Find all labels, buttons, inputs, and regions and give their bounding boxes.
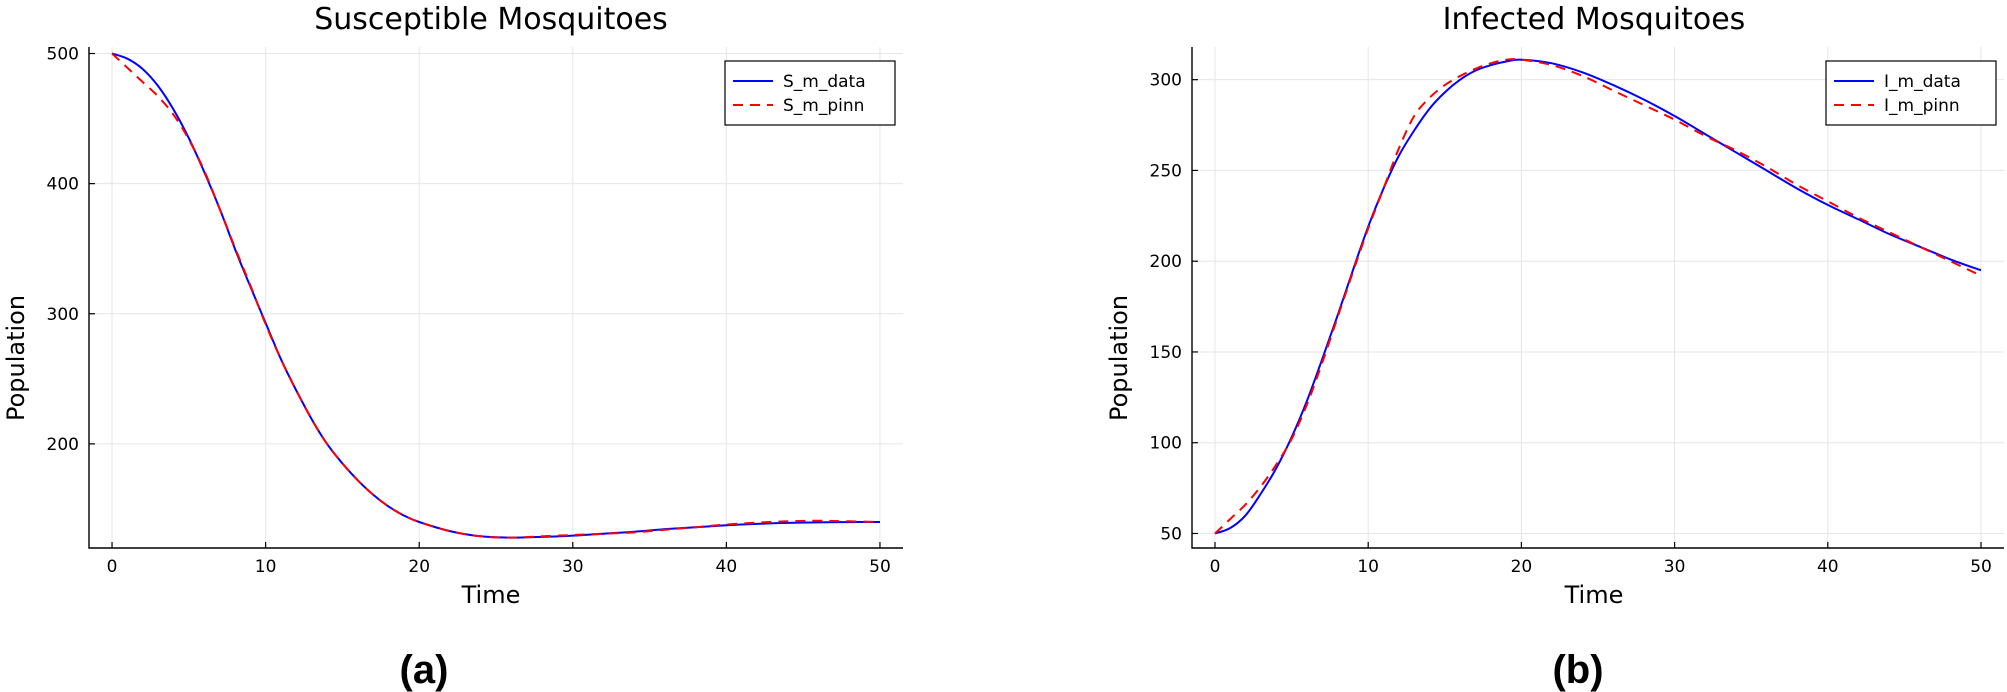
y-tick-label: 300 [47,305,79,325]
grid [1192,47,2004,548]
x-tick-label: 50 [869,557,891,577]
series-line-I_m_pinn [1214,58,1982,535]
chart-panel-b: Infected Mosquitoes Time Population (b) … [1105,2,2004,692]
y-axis-label: Population [1105,295,1133,421]
x-tick-label: 10 [1357,557,1379,577]
x-tick-label: 20 [408,557,430,577]
y-tick-label: 500 [47,45,79,65]
panel-label: (a) [400,648,449,692]
legend-label: I_m_data [1884,72,1961,92]
axis-ticks: 0 10 20 30 40 50 50 100 150 200 250 300 [1150,71,1992,577]
x-tick-label: 0 [107,557,118,577]
y-tick-label: 250 [1150,161,1182,181]
y-axis-label: Population [2,295,30,421]
legend-label: I_m_pinn [1884,96,1960,116]
plot-area: 0 10 20 30 40 50 200 300 400 500 S_m_data S_m_pinn [47,45,903,577]
legend: I_m_data I_m_pinn [1825,60,1997,126]
legend: S_m_data S_m_pinn [724,60,896,126]
x-tick-label: 30 [562,557,584,577]
axis-lines [1191,47,2004,549]
y-tick-label: 50 [1160,524,1182,544]
chart-title: Infected Mosquitoes [1443,2,1746,37]
x-tick-label: 50 [1970,557,1992,577]
grid [89,47,903,548]
y-tick-label: 100 [1150,434,1182,454]
chart-title: Susceptible Mosquitoes [314,2,668,37]
x-tick-label: 40 [716,557,738,577]
y-tick-label: 150 [1150,343,1182,363]
legend-box [1825,60,1997,126]
axis-ticks: 0 10 20 30 40 50 200 300 400 500 [47,45,891,577]
x-tick-label: 10 [255,557,277,577]
x-tick-label: 30 [1664,557,1686,577]
legend-label: S_m_data [783,72,866,92]
y-tick-label: 400 [47,175,79,195]
series-line-I_m_data [1214,58,1982,535]
y-tick-label: 200 [47,435,79,455]
chart-panel-a: Susceptible Mosquitoes Time Population (… [2,2,903,692]
panel-label: (b) [1552,648,1603,692]
x-tick-label: 20 [1511,557,1533,577]
y-tick-label: 300 [1150,71,1182,91]
series-line-S_m_pinn [111,52,881,539]
x-tick-label: 0 [1210,557,1221,577]
x-axis-label: Time [461,581,521,609]
y-tick-label: 200 [1150,252,1182,272]
x-axis-label: Time [1564,581,1624,609]
x-tick-label: 40 [1817,557,1839,577]
series-line-S_m_data [111,52,881,539]
legend-label: S_m_pinn [783,96,864,116]
legend-box [724,60,896,126]
axis-lines [88,47,903,549]
